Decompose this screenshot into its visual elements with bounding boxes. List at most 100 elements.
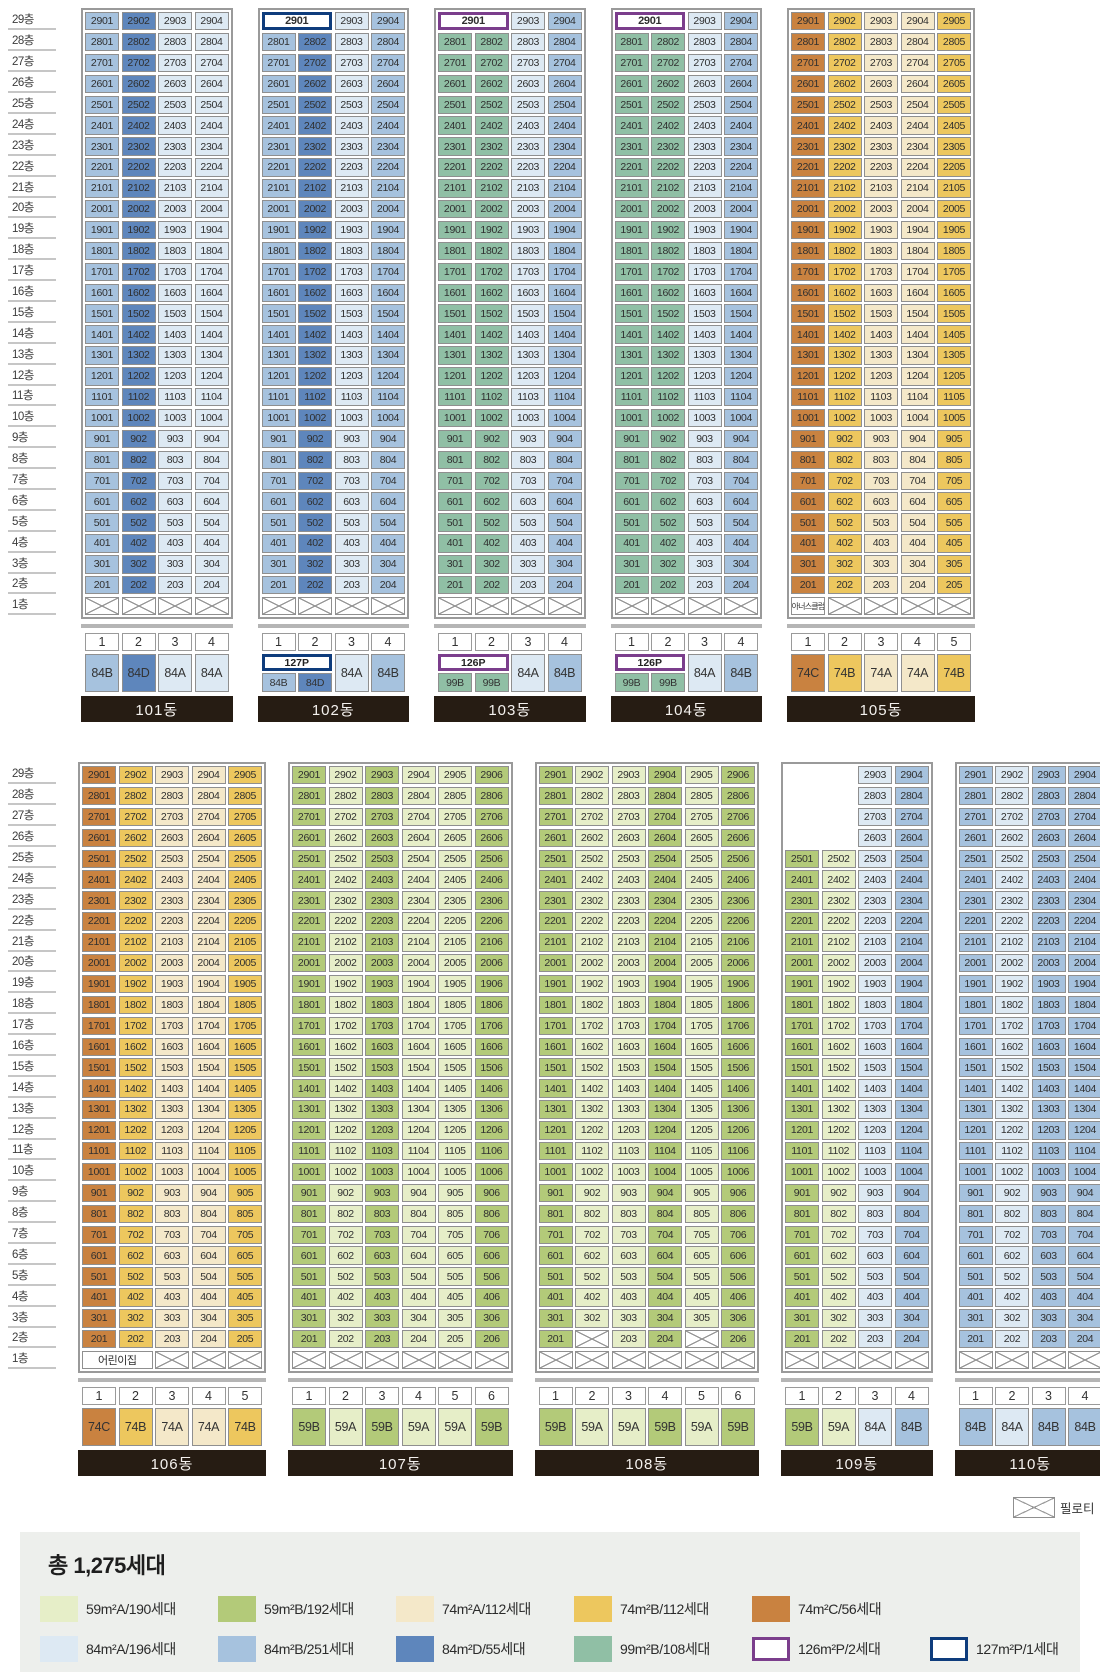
unit-cell: 1704 bbox=[724, 262, 758, 282]
unit-cell: 205 bbox=[438, 1330, 472, 1349]
unit-cell: 401 bbox=[292, 1288, 326, 1307]
unit-cell: 603 bbox=[687, 492, 722, 511]
ground-bar bbox=[781, 1378, 933, 1383]
unit-cell: 202 bbox=[827, 576, 862, 595]
line-number: 1 bbox=[791, 633, 825, 652]
unit-cell: 2605 bbox=[228, 828, 262, 848]
unit-cell: 403 bbox=[687, 534, 722, 553]
unit-cell: 2401 bbox=[261, 116, 296, 135]
floor-label: 17층 bbox=[8, 1017, 56, 1036]
unit-grid: 2903 2904 2803 2804 2703 2704 2603 2604 2501 2502… bbox=[781, 762, 933, 1374]
unit-cell: 1301 bbox=[785, 1100, 819, 1119]
unit-cell: 2802 bbox=[298, 32, 332, 52]
unit-cell: 905 bbox=[438, 1183, 472, 1203]
unit-cell: 1405 bbox=[228, 1079, 262, 1098]
unit-cell: 2404 bbox=[401, 870, 436, 889]
unit-type-cell: 59B bbox=[648, 1408, 682, 1447]
unit-cell: 2303 bbox=[1031, 891, 1066, 910]
unit-cell: 903 bbox=[334, 429, 369, 449]
floor-label: 27층 bbox=[8, 808, 56, 827]
penthouse-under-types: 99B 99B bbox=[614, 673, 685, 693]
unit-cell: 906 bbox=[721, 1183, 755, 1203]
unit-cell: 1803 bbox=[858, 995, 892, 1015]
unit-cell: 902 bbox=[575, 1183, 609, 1203]
unit-cell: 1303 bbox=[365, 1100, 399, 1119]
unit-cell: 1306 bbox=[721, 1100, 755, 1119]
unit-cell: 2802 bbox=[328, 786, 363, 806]
unit-cell: 504 bbox=[894, 1267, 929, 1286]
unit-cell: 1104 bbox=[547, 388, 582, 407]
unit-cell: 2903 bbox=[611, 766, 646, 785]
unit-cell: 1004 bbox=[547, 408, 582, 428]
unit-cell: 304 bbox=[1068, 1309, 1100, 1328]
unit-cell: 1504 bbox=[401, 1058, 436, 1077]
unit-cell: 1003 bbox=[334, 408, 369, 428]
unit-cell: 1104 bbox=[1068, 1142, 1100, 1161]
unit-cell: 1301 bbox=[438, 346, 472, 365]
unit-cell: 1203 bbox=[334, 367, 369, 386]
unit-cell: 505 bbox=[438, 1267, 472, 1286]
unit-cell: 1503 bbox=[365, 1058, 399, 1077]
unit-cell: 703 bbox=[365, 1225, 399, 1244]
unit-cell: 1804 bbox=[401, 995, 436, 1015]
unit-cell: 1304 bbox=[191, 1100, 226, 1119]
unit-cell: 1004 bbox=[724, 408, 758, 428]
floor-label: 28층 bbox=[8, 787, 56, 806]
unit-cell: 1202 bbox=[474, 367, 509, 386]
unit-cell: 1004 bbox=[648, 1162, 682, 1182]
unit-cell: 1301 bbox=[791, 346, 825, 365]
unit-cell: 1902 bbox=[575, 974, 609, 994]
unit-cell: 1901 bbox=[791, 220, 825, 240]
building-name-bar: 105동 bbox=[787, 696, 975, 723]
unit-cell: 2903 bbox=[1031, 766, 1066, 785]
unit-cell: 1001 bbox=[82, 1162, 116, 1182]
unit-cell: 704 bbox=[1068, 1225, 1100, 1244]
unit-cell: 2903 bbox=[858, 766, 892, 785]
unit-cell: 2106 bbox=[474, 933, 509, 952]
unit-cell: 2705 bbox=[228, 807, 262, 827]
unit-cell: 402 bbox=[995, 1288, 1029, 1307]
unit-cell: 2506 bbox=[474, 849, 509, 868]
legend-item-126P: 126m²P/2세대 bbox=[752, 1637, 930, 1661]
unit-cell: 2004 bbox=[648, 954, 682, 973]
unit-cell: 2205 bbox=[937, 158, 971, 177]
unit-cell: 303 bbox=[611, 1309, 646, 1328]
unit-cell: 401 bbox=[538, 1288, 573, 1307]
ground-bar bbox=[434, 624, 586, 629]
unit-cell: 2102 bbox=[328, 933, 363, 952]
unit-cell: 2306 bbox=[474, 891, 509, 910]
unit-cell: 1303 bbox=[158, 346, 192, 365]
unit-cell: 1704 bbox=[371, 262, 405, 282]
unit-cell: 2804 bbox=[900, 32, 935, 52]
unit-cell: 1801 bbox=[785, 995, 819, 1015]
unit-cell: 401 bbox=[261, 534, 296, 553]
unit-cell: 604 bbox=[894, 1246, 929, 1265]
unit-cell: 1402 bbox=[827, 325, 862, 344]
unit-cell: 1801 bbox=[261, 241, 296, 261]
unit-cell: 1304 bbox=[900, 346, 935, 365]
unit-cell: 1504 bbox=[724, 304, 758, 323]
unit-cell: 2604 bbox=[191, 828, 226, 848]
unit-cell: 405 bbox=[684, 1288, 719, 1307]
building-name-bar: 110동 bbox=[954, 1450, 1100, 1477]
unit-cell: 2502 bbox=[995, 849, 1029, 868]
unit-cell: 1002 bbox=[651, 408, 685, 428]
unit-cell: 1803 bbox=[155, 995, 189, 1015]
unit-cell: 2702 bbox=[575, 807, 609, 827]
pilotis-cell bbox=[687, 596, 722, 616]
pilotis-cell bbox=[651, 596, 685, 616]
unit-cell: 1004 bbox=[900, 408, 935, 428]
unit-cell: 1202 bbox=[995, 1121, 1029, 1140]
floor-label: 20층 bbox=[8, 954, 56, 973]
unit-cell: 2604 bbox=[401, 828, 436, 848]
unit-cell: 1703 bbox=[687, 262, 722, 282]
unit-cell: 2301 bbox=[791, 137, 825, 156]
unit-cell: 404 bbox=[648, 1288, 682, 1307]
unit-cell: 1304 bbox=[1068, 1100, 1100, 1119]
unit-cell: 406 bbox=[474, 1288, 509, 1307]
unit-cell: 1005 bbox=[937, 408, 971, 428]
unit-cell: 903 bbox=[858, 1183, 892, 1203]
unit-cell: 2601 bbox=[538, 828, 573, 848]
legend-item-99B: 99m²B/108세대 bbox=[574, 1636, 752, 1662]
